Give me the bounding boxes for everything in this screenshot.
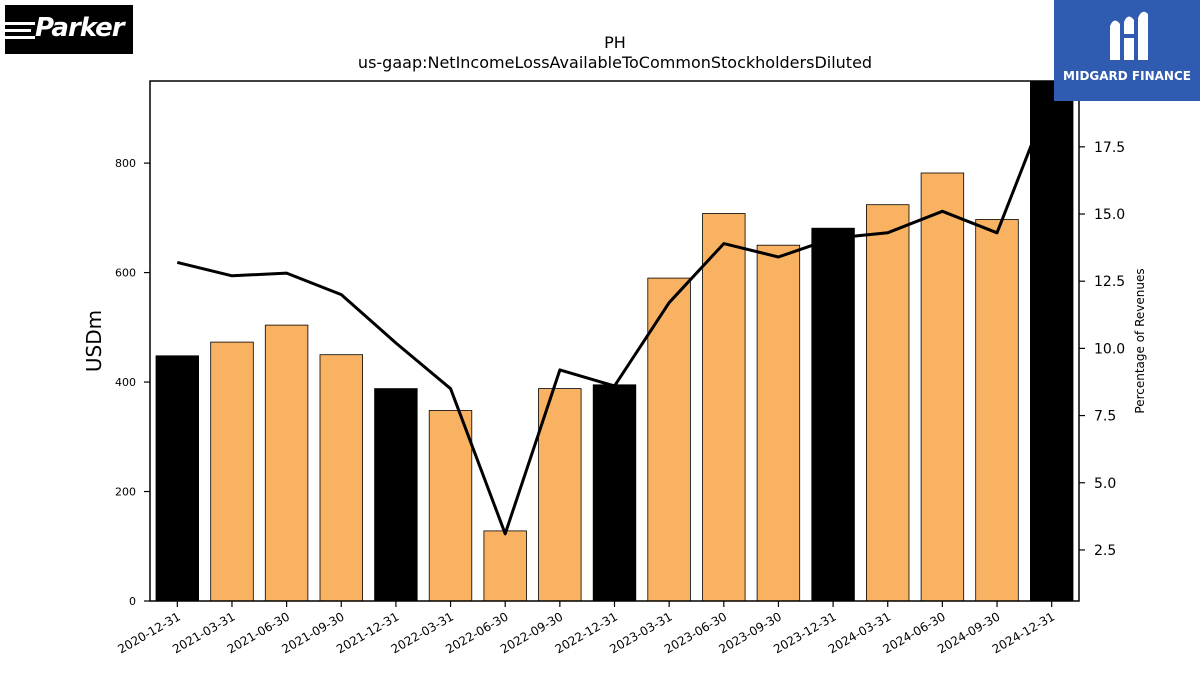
y-tick-label: 400: [115, 376, 136, 389]
midgard-finance-logo: MIDGARD FINANCE: [1054, 0, 1200, 101]
y2-tick-label: 12.5: [1094, 274, 1125, 290]
y2-tick-label: 2.5: [1094, 543, 1116, 559]
chart-subtitle: us-gaap:NetIncomeLossAvailableToCommonSt…: [358, 53, 872, 72]
bar-2021-03-31: [210, 341, 254, 602]
y-tick-label: 0: [129, 595, 136, 608]
bar-2022-03-31: [428, 410, 473, 602]
bar-2024-12-31: [1030, 80, 1074, 602]
y-tick-label: 600: [115, 267, 136, 280]
y2-tick-label: 15.0: [1094, 207, 1125, 223]
bar-2023-09-30: [756, 244, 801, 602]
bar-2021-09-30: [319, 354, 363, 602]
bar-2021-06-30: [264, 324, 309, 602]
y2-tick-label: 5.0: [1094, 476, 1116, 492]
bar-2021-12-31: [374, 388, 418, 602]
y-axis-label: USDm: [82, 310, 106, 372]
parker-logo-text: Parker: [35, 13, 125, 43]
y-axis-right: 2.5 5.0 7.5 10.0 12.5 15.0 17.5: [1079, 140, 1125, 559]
parker-logo: Parker: [5, 5, 133, 54]
midgard-logo-text: MIDGARD FINANCE: [1063, 69, 1191, 83]
x-axis: 2020-12-312021-03-312021-06-302021-09-30…: [115, 601, 1057, 656]
bar-2023-03-31: [647, 277, 691, 602]
y2-tick-label: 10.0: [1094, 341, 1125, 357]
bar-2023-06-30: [702, 213, 746, 602]
chart-title: PH: [604, 33, 626, 52]
bar-2024-03-31: [866, 204, 910, 602]
y-tick-label: 800: [115, 157, 136, 170]
x-tick-label: 2024-12-31: [990, 609, 1057, 656]
bar-2022-09-30: [538, 388, 582, 602]
y2-tick-label: 17.5: [1094, 140, 1125, 156]
y2-axis-label: Percentage of Revenues: [1133, 268, 1147, 413]
bar-2024-06-30: [920, 172, 965, 602]
midgard-emblem-icon: [1110, 11, 1148, 61]
bar-2024-09-30: [975, 219, 1019, 602]
y-tick-label: 200: [115, 486, 136, 499]
line-series: [176, 92, 1054, 536]
bar-2023-12-31: [811, 227, 855, 602]
bar-2022-12-31: [592, 384, 637, 602]
bar-series: [155, 80, 1074, 602]
y-axis-left: 0 200 400 600 800: [115, 157, 150, 608]
y2-tick-label: 7.5: [1094, 409, 1116, 425]
bar-2022-06-30: [483, 530, 527, 602]
bar-2020-12-31: [155, 355, 199, 602]
